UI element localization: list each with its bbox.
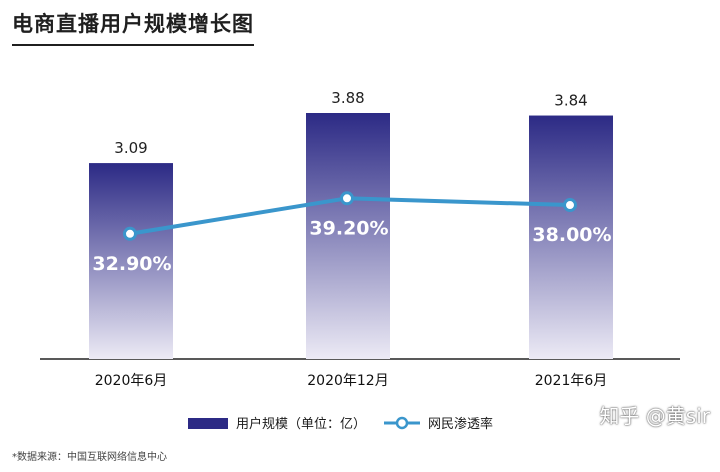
rate-data-label: 32.90%	[92, 253, 171, 275]
bar-value-label: 3.09	[114, 139, 147, 157]
category-label: 2020年6月	[95, 373, 168, 389]
bar-value-label: 3.88	[331, 89, 364, 107]
rate-point	[123, 226, 137, 241]
legend-bar-swatch	[188, 418, 228, 429]
watermark: 知乎 @黄sir	[599, 404, 710, 428]
legend-bar-label: 用户规模（单位：亿）	[236, 416, 366, 432]
rate-data-label: 38.00%	[532, 224, 611, 246]
rate-point	[340, 191, 354, 206]
legend-line-marker	[395, 416, 409, 430]
bar-value-label: 3.84	[554, 92, 587, 110]
rate-data-label: 39.20%	[309, 217, 388, 239]
rate-point	[563, 198, 577, 213]
category-label: 2021年6月	[535, 373, 608, 389]
bar	[306, 113, 390, 359]
category-label: 2020年12月	[307, 373, 388, 389]
chart-title: 电商直播用户规模增长图	[12, 8, 254, 46]
legend-line-label: 网民渗透率	[428, 416, 493, 432]
bar	[529, 115, 613, 360]
source-note: *数据来源：中国互联网络信息中心	[12, 452, 167, 463]
bar	[89, 163, 173, 359]
